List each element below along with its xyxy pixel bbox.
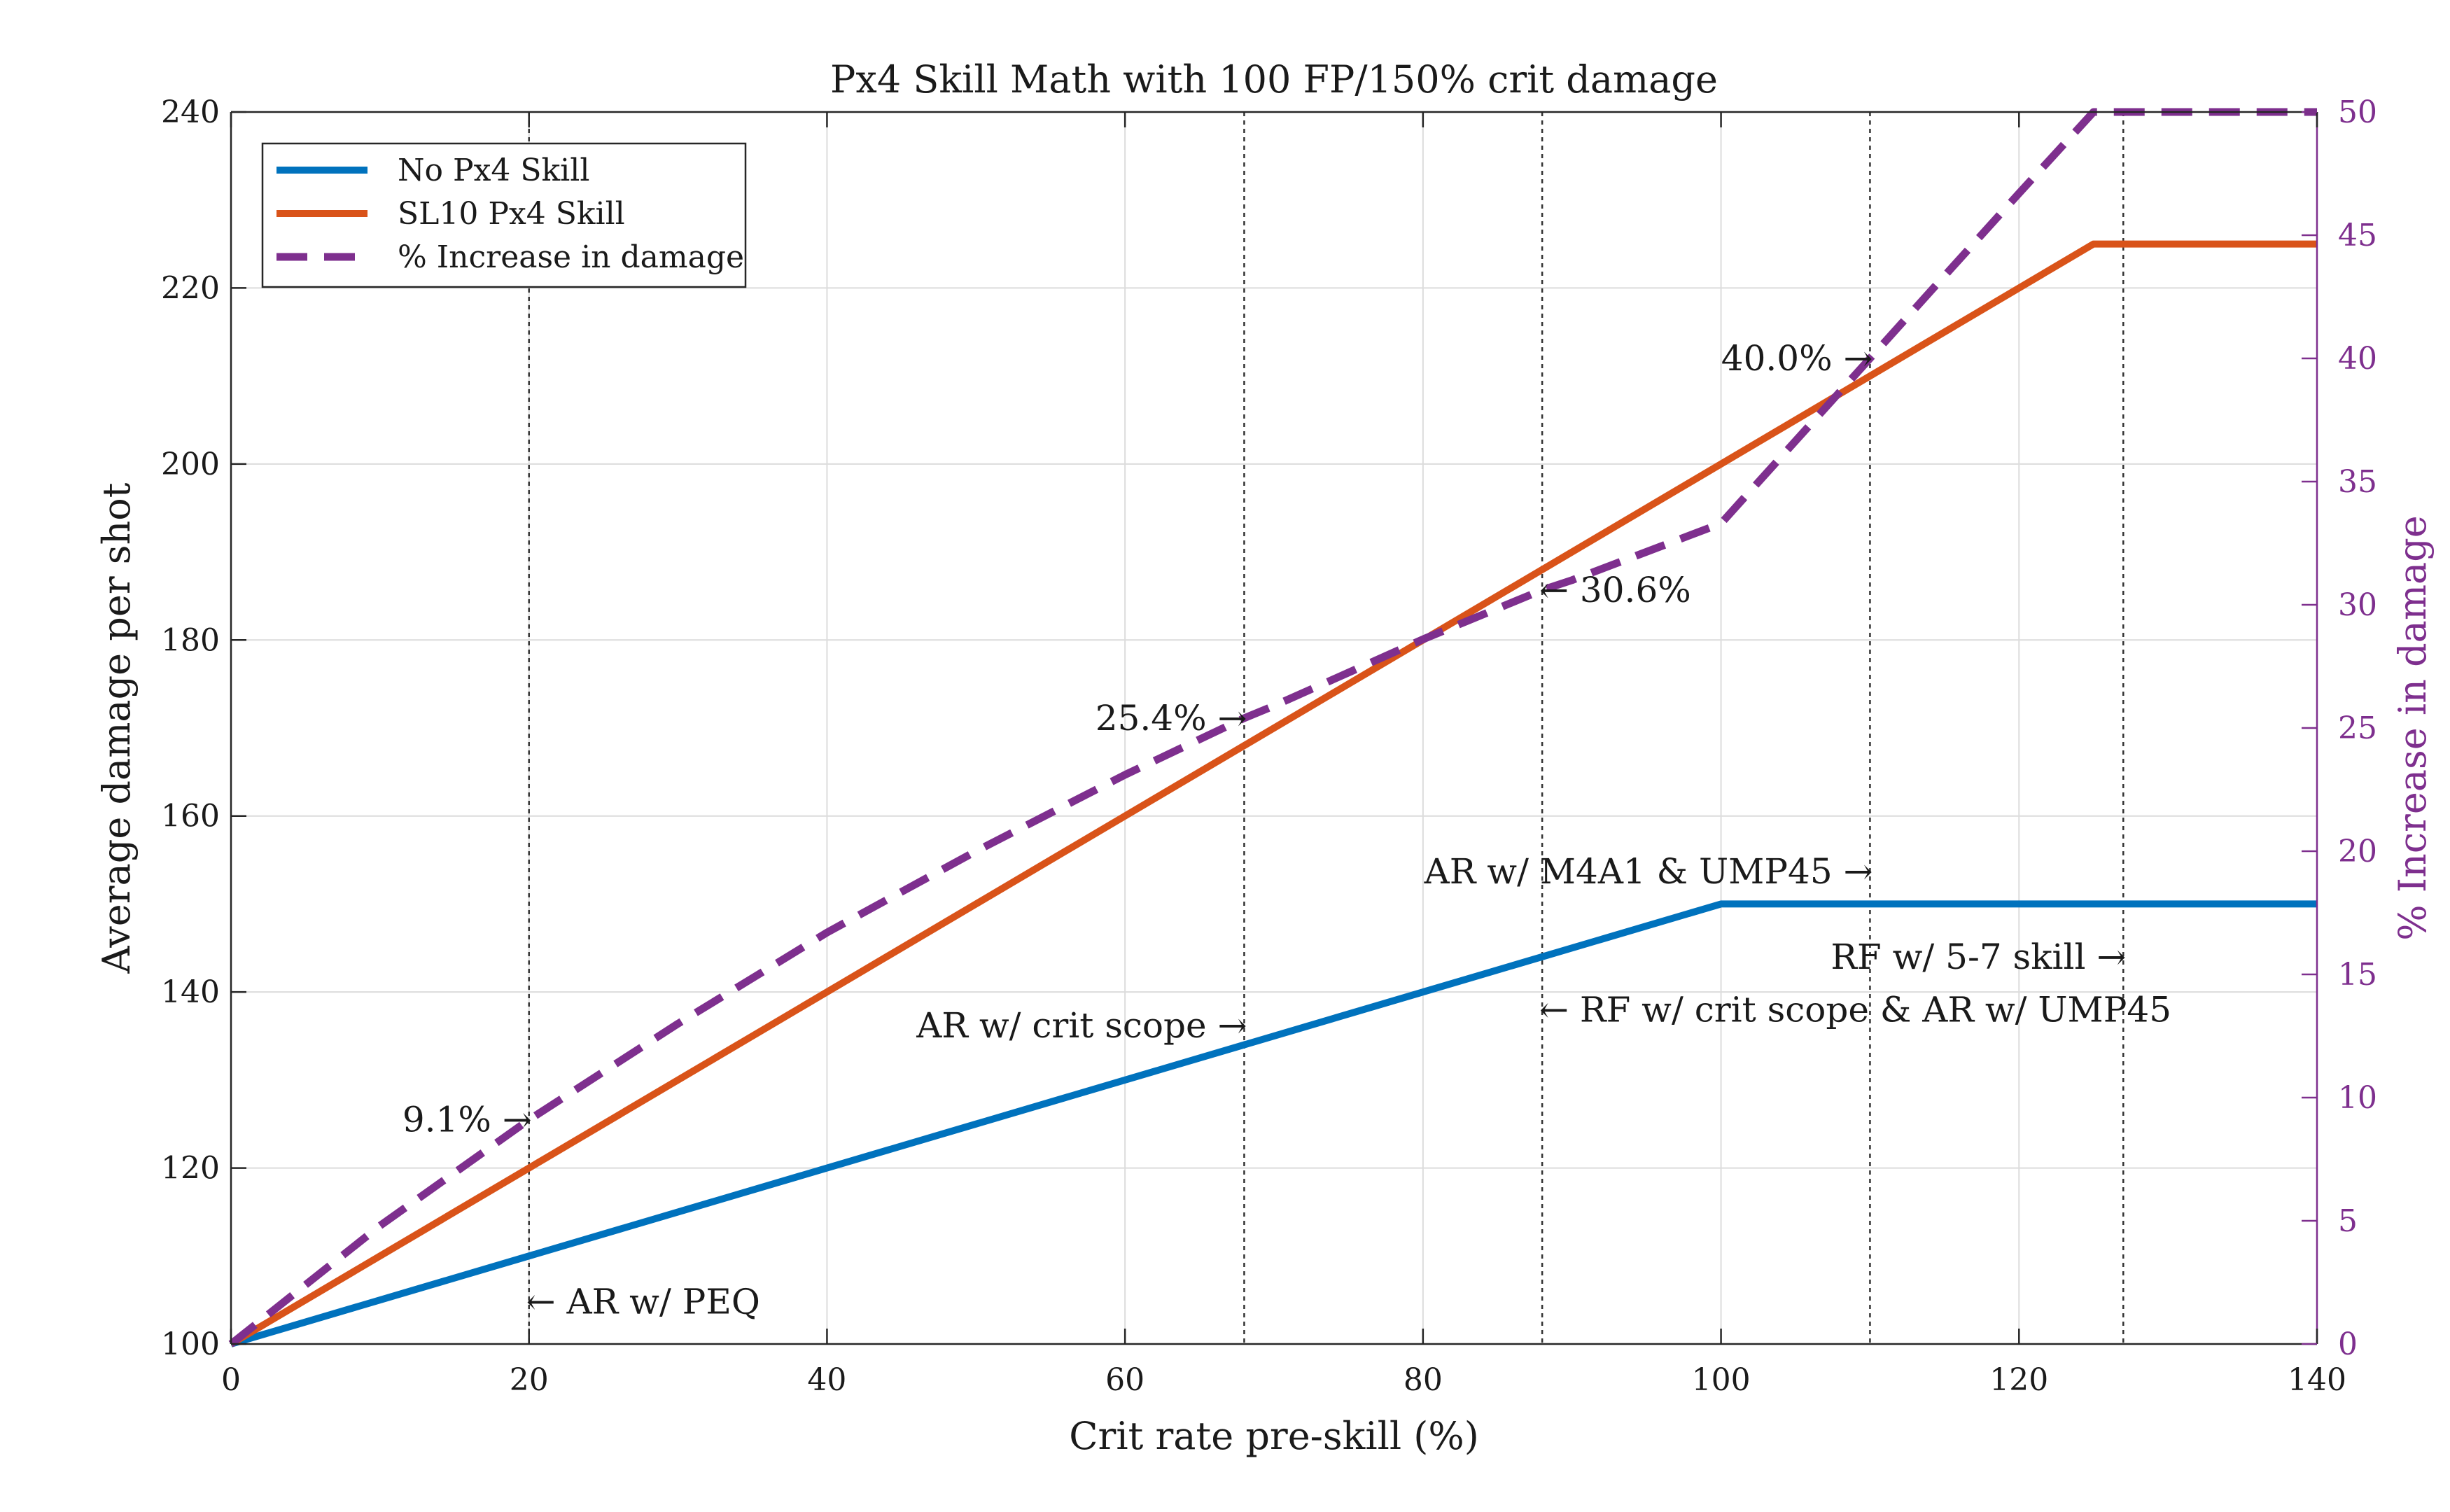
legend-label: % Increase in damage <box>398 239 744 275</box>
legend: No Px4 Skill SL10 Px4 Skill % Increase in … <box>261 142 747 288</box>
y-tick-label: 100 <box>161 1326 220 1362</box>
y-tick-label: 160 <box>161 799 220 834</box>
y-right-tick-label: 5 <box>2338 1203 2358 1239</box>
annotation-label: 40.0% → <box>1721 338 1873 379</box>
annotations: 9.1% → 25.4% → ← 30.6% 40.0% → ← AR w/ PEQ AR… <box>402 338 2171 1322</box>
annotation-label: AR w/ crit scope → <box>916 1005 1247 1046</box>
annotation-label: ← AR w/ PEQ <box>526 1282 760 1322</box>
reference-lines <box>528 112 2124 1344</box>
x-axis-title: Crit rate pre-skill (%) <box>1069 1414 1479 1458</box>
y-right-tick-label: 50 <box>2338 94 2377 130</box>
annotation-label: RF w/ 5-7 skill → <box>1830 937 2126 977</box>
y-axis-title: Average damage per shot <box>94 482 139 974</box>
y-right-tick-label: 30 <box>2338 587 2377 623</box>
y-axis-right-title: % Increase in damage <box>2390 515 2435 941</box>
legend-label: SL10 Px4 Skill <box>398 196 625 232</box>
annotation-label: 25.4% → <box>1096 698 1247 738</box>
x-tick-label: 60 <box>1105 1362 1144 1398</box>
x-tick-label: 140 <box>2288 1362 2346 1398</box>
sl10-px4-skill-line <box>229 240 2317 1348</box>
increase-in-damage-line <box>228 108 2317 1348</box>
x-tick-label: 100 <box>1692 1362 1751 1398</box>
legend-label: No Px4 Skill <box>398 153 589 188</box>
y-right-tick-label: 15 <box>2338 957 2377 993</box>
annotation-label: AR w/ M4A1 & UMP45 → <box>1424 851 1873 892</box>
chart-title: Px4 Skill Math with 100 FP/150% crit dam… <box>830 57 1718 102</box>
annotation-label: ← 30.6% <box>1539 570 1691 610</box>
no-px4-skill-line <box>230 900 2317 1348</box>
y-right-tick-label: 45 <box>2338 218 2377 253</box>
y-right-tick-label: 35 <box>2338 464 2377 500</box>
y-right-tick-label: 10 <box>2338 1080 2377 1116</box>
y-right-tick-label: 25 <box>2338 710 2377 746</box>
y-right-tick-label: 20 <box>2338 834 2377 869</box>
x-tick-label: 40 <box>807 1362 846 1398</box>
series-lines <box>228 108 2317 1348</box>
x-tick-label: 0 <box>221 1362 241 1398</box>
y-tick-label: 220 <box>161 270 220 306</box>
x-tick-label: 120 <box>1989 1362 2048 1398</box>
annotation-label: 9.1% → <box>402 1100 532 1140</box>
y-tick-label: 120 <box>161 1151 220 1186</box>
y-tick-label: 200 <box>161 447 220 482</box>
annotation-label: ← RF w/ crit scope & AR w/ UMP45 <box>1539 989 2171 1030</box>
y-right-tick-label: 40 <box>2338 341 2377 377</box>
x-tick-label: 80 <box>1404 1362 1443 1398</box>
axes: 0 20 40 60 80 100 120 1401001201401601802002202… <box>161 94 2377 1398</box>
y-tick-label: 140 <box>161 974 220 1010</box>
y-tick-label: 240 <box>161 94 220 130</box>
x-tick-label: 20 <box>510 1362 549 1398</box>
y-tick-label: 180 <box>161 622 220 658</box>
y-right-tick-label: 0 <box>2338 1326 2358 1362</box>
